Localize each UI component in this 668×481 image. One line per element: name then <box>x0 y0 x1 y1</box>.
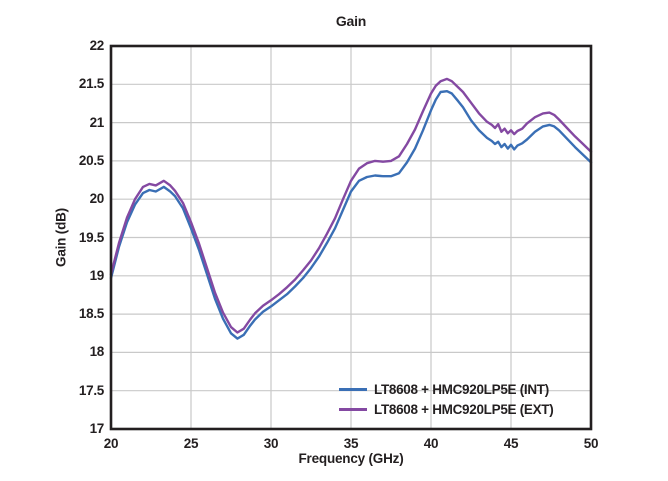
x-tick-label: 35 <box>343 436 359 451</box>
legend-label-int: LT8608 + HMC920LP5E (INT) <box>374 381 549 397</box>
plot-border <box>109 44 593 431</box>
x-axis-title: Frequency (GHz) <box>298 451 404 466</box>
y-tick-label: 17 <box>89 421 105 436</box>
x-tick-label: 45 <box>503 436 519 451</box>
y-tick-label: 21.5 <box>78 76 104 92</box>
y-tick-label: 18 <box>89 344 105 360</box>
legend-item-int: LT8608 + HMC920LP5E (INT) <box>339 381 553 397</box>
x-tick-label: 25 <box>183 436 199 451</box>
x-tick-label: 50 <box>583 436 599 451</box>
legend-line-swatch-ext <box>339 407 367 411</box>
y-tick-label: 20.5 <box>78 152 104 168</box>
legend: LT8608 + HMC920LP5E (INT) LT8608 + HMC92… <box>339 381 554 417</box>
y-tick-label: 22 <box>89 38 105 53</box>
legend-item-ext: LT8608 + HMC920LP5E (EXT) <box>339 401 554 417</box>
y-tick-label: 18.5 <box>78 306 104 322</box>
series-line-int <box>109 89 593 340</box>
x-tick-label: 30 <box>263 436 279 451</box>
y-tick-label: 20 <box>89 191 105 207</box>
y-tick-label: 21 <box>89 114 105 130</box>
legend-line-swatch-int <box>339 387 367 391</box>
chart-title: Gain <box>335 13 367 29</box>
legend-label-ext: LT8608 + HMC920LP5E (EXT) <box>374 401 554 417</box>
y-tick-label: 19 <box>89 267 105 283</box>
x-tick-label: 20 <box>103 436 119 451</box>
series-line-ext <box>109 77 593 334</box>
x-tick-label: 40 <box>423 436 439 451</box>
y-tick-label: 19.5 <box>78 229 104 245</box>
y-tick-label: 17.5 <box>78 382 104 398</box>
